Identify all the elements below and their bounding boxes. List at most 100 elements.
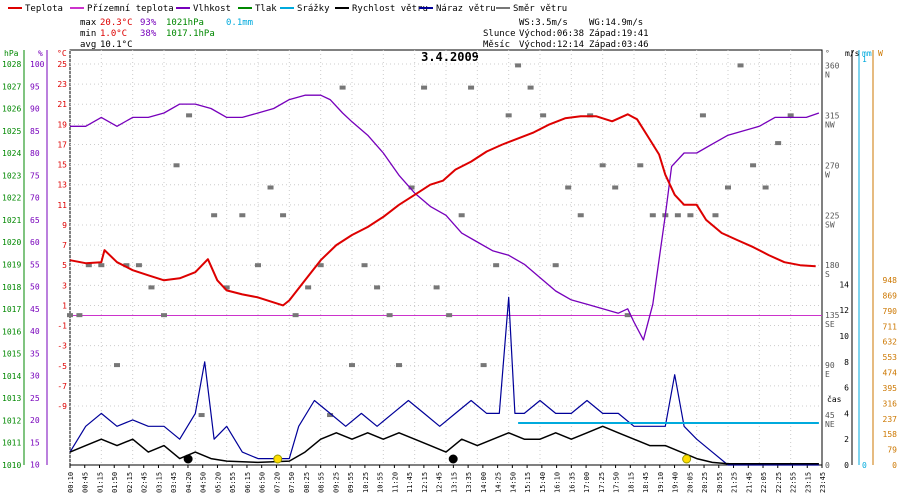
x-tick-label: 12:15 (421, 472, 429, 493)
x-tick-label: 18:15 (627, 472, 635, 493)
pressure-tick-label: 1017 (2, 305, 21, 314)
wind-tick-label: 2 (844, 435, 849, 444)
wind-direction-mark (161, 313, 167, 318)
wind-direction-mark (421, 85, 428, 90)
wind-direction-mark (76, 313, 83, 318)
humidity-tick-label: 25 (30, 394, 40, 403)
wind-direction-mark (750, 163, 757, 168)
legend-label: Tlak (255, 4, 277, 14)
wind-direction-mark (775, 141, 782, 146)
wind-direction-mark (505, 113, 512, 118)
x-tick-label: 07:50 (288, 472, 296, 493)
direction-tick-label: 225 (825, 211, 840, 220)
wind-direction-mark (317, 263, 324, 268)
direction-tick-label: 270 (825, 161, 840, 170)
x-tick-label: 02:15 (126, 472, 134, 493)
wind-direction-mark (223, 285, 230, 290)
pressure-tick-label: 1010 (2, 461, 21, 470)
wind-direction-mark (85, 263, 92, 268)
direction-tick-label: 135 (825, 311, 840, 320)
stat-avg-label: avg (80, 40, 96, 50)
humidity-tick-label: 60 (30, 238, 40, 247)
wind-direction-mark (480, 363, 487, 368)
stat-max-press: 1021hPa (166, 18, 204, 28)
direction-tick-name: SW (825, 220, 835, 229)
x-tick-label: 23:45 (819, 472, 827, 493)
wind-direction-mark (458, 213, 465, 218)
humidity-tick-label: 15 (30, 438, 40, 447)
x-tick-label: 19:40 (672, 472, 680, 493)
pressure-tick-label: 1011 (2, 439, 21, 448)
series-line (69, 296, 819, 466)
x-tick-label: 23:15 (804, 472, 812, 493)
info-block: max 20.3°C 93% 1021hPa 0.1mm min 1.0°C 3… (80, 18, 649, 50)
stat-max-label: max (80, 18, 97, 28)
uv-tick-label: 237 (883, 415, 898, 424)
pressure-tick-label: 1014 (2, 372, 21, 381)
wind-direction-mark (712, 213, 719, 218)
x-tick-label: 02:45 (141, 472, 149, 493)
uv-tick-label: 158 (883, 430, 898, 439)
wind-direction-mark (349, 363, 355, 368)
stat-min-press: 1017.1hPa (166, 29, 215, 39)
x-tick-label: 10:55 (377, 472, 385, 493)
uv-tick-label: 553 (883, 353, 898, 362)
pressure-tick-label: 1022 (2, 194, 21, 203)
pressure-tick-label: 1018 (2, 283, 21, 292)
wind-tick-label: 12 (839, 306, 849, 315)
x-tick-label: 04:50 (200, 472, 208, 493)
stat-max-rain: 0.1mm (226, 18, 253, 28)
wind-direction-mark (386, 313, 393, 318)
humidity-tick-label: 95 (30, 82, 40, 91)
wind-direction-mark (687, 213, 694, 218)
temperature-tick-label: -5 (57, 362, 67, 371)
humidity-tick-label: 30 (30, 372, 40, 381)
wind-direction-mark (396, 363, 402, 368)
x-tick-label: 03:15 (155, 472, 163, 493)
temperature-tick-label: 13 (57, 181, 67, 190)
x-tick-label: 12:45 (436, 472, 444, 493)
temperature-tick-label: 17 (57, 140, 67, 149)
moonrise-marker (448, 454, 458, 464)
pressure-tick-label: 1024 (2, 149, 21, 158)
x-tick-label: 22:55 (790, 472, 798, 493)
humidity-unit: % (38, 49, 43, 58)
sunset-marker (682, 454, 692, 464)
wind-direction-mark (433, 285, 440, 290)
series-line (69, 113, 816, 307)
sun-label: Slunce (483, 29, 516, 39)
plot-area (67, 63, 820, 466)
pressure-tick-label: 1025 (2, 127, 21, 136)
wind-direction-mark (67, 313, 73, 318)
direction-tick-label: 0 (825, 461, 830, 470)
pressure-tick-label: 1019 (2, 261, 21, 270)
pressure-tick-label: 1023 (2, 171, 21, 180)
chart-title: 3.4.2009 (421, 50, 479, 64)
legend: Teplota Přízemní teplota Vlhkost Tlak Srážky… (8, 4, 567, 14)
stat-min-label: min (80, 29, 96, 39)
wind-direction-mark (267, 185, 274, 190)
humidity-tick-label: 50 (30, 283, 40, 292)
temperature-tick-label: 21 (57, 100, 67, 109)
temperature-tick-label: 1 (62, 301, 67, 310)
temperature-tick-label: 9 (62, 221, 67, 230)
direction-tick-label: 360 (825, 61, 840, 70)
wind-tick-label: 10 (839, 332, 849, 341)
wind-direction-mark (612, 185, 619, 190)
temperature-tick-label: 7 (62, 241, 67, 250)
uv-unit: W (878, 49, 883, 58)
humidity-tick-label: 85 (30, 127, 40, 136)
wind-direction-mark (468, 85, 475, 90)
legend-label: Náraz větru (436, 4, 496, 14)
wind-direction-mark (239, 213, 246, 218)
humidity-tick-label: 20 (30, 416, 40, 425)
direction-tick-name: SE (825, 320, 835, 329)
wind-direction-mark (280, 213, 287, 218)
x-tick-label: 22:05 (760, 472, 768, 493)
moonset-marker (183, 454, 193, 464)
humidity-tick-label: 100 (30, 60, 45, 69)
x-tick-label: 13:15 (450, 472, 458, 493)
wind-direction-mark (674, 213, 681, 218)
